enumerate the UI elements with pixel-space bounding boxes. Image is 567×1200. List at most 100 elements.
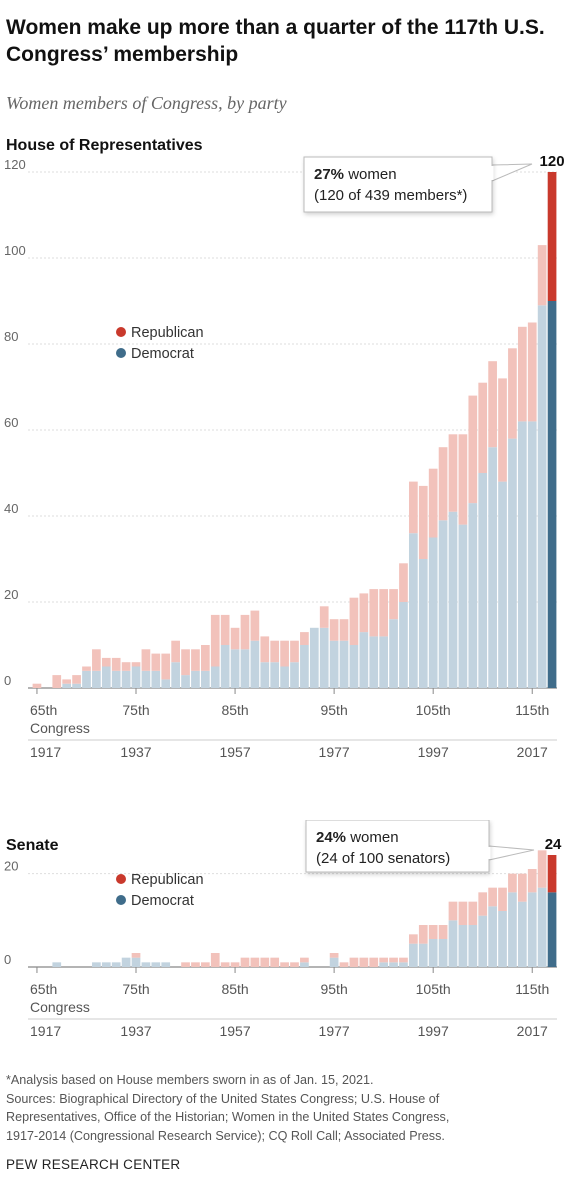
bar-republican-88th	[260, 957, 270, 967]
x-tick-sublabel: Congress	[30, 720, 90, 736]
bar-democrat-104th	[418, 943, 428, 967]
y-tick-label: 0	[4, 952, 11, 967]
bar-democrat-90th	[280, 666, 289, 688]
callout-line-2: (24 of 100 senators)	[316, 850, 450, 867]
bar-democrat-117th	[547, 301, 557, 688]
bar-republican-91st	[290, 640, 299, 663]
bar-democrat-78th	[161, 962, 171, 967]
callout-joint	[487, 847, 491, 859]
bar-republican-85th	[230, 627, 240, 650]
bar-democrat-93rd	[309, 627, 319, 688]
bar-democrat-76th	[141, 670, 151, 688]
bar-republican-104th	[418, 925, 428, 944]
x-year-label: 1977	[319, 1023, 350, 1039]
bar-democrat-110th	[478, 915, 488, 967]
bar-republican-102nd	[399, 563, 408, 602]
x-year-label: 1937	[120, 1023, 151, 1039]
bar-republican-82nd	[200, 962, 210, 967]
bar-democrat-102nd	[399, 962, 408, 967]
bar-democrat-106th	[438, 939, 448, 967]
bar-republican-90th	[280, 962, 289, 967]
legend-marker-republican	[116, 327, 126, 337]
chart-subtitle: Women members of Congress, by party	[6, 93, 287, 113]
bar-democrat-69th	[72, 683, 81, 688]
bar-republican-71st	[92, 649, 101, 671]
bar-democrat-77th	[151, 962, 161, 967]
bar-republican-103rd	[409, 934, 418, 944]
bar-republican-81st	[191, 962, 200, 967]
bar-democrat-67th	[52, 962, 62, 967]
bar-democrat-103rd	[409, 943, 418, 967]
bar-republican-79th	[171, 640, 180, 663]
bar-democrat-108th	[458, 925, 468, 967]
bar-republican-111th	[488, 361, 497, 448]
bar-democrat-97th	[349, 645, 359, 688]
bar-democrat-100th	[379, 636, 389, 688]
bar-democrat-87th	[250, 640, 260, 688]
bar-republican-108th	[458, 901, 468, 925]
x-tick-label: 65th	[30, 981, 57, 997]
bar-republican-94th	[319, 606, 329, 628]
bar-republican-100th	[379, 589, 389, 637]
bar-republican-114th	[517, 326, 527, 422]
bar-republican-86th	[240, 957, 250, 967]
bar-republican-116th	[537, 245, 547, 306]
bar-democrat-68th	[62, 683, 72, 688]
bar-democrat-70th	[82, 670, 91, 688]
bar-democrat-96th	[339, 640, 349, 688]
callout-percent: 27%	[314, 166, 344, 183]
bar-democrat-76th	[141, 962, 151, 967]
footnote: *Analysis based on House members sworn i…	[6, 1071, 561, 1145]
x-tick-label: 65th	[30, 702, 57, 718]
bar-democrat-74th	[121, 957, 131, 967]
legend-label-democrat: Democrat	[131, 893, 194, 909]
x-tick-label: 75th	[122, 702, 149, 718]
y-tick-label: 20	[4, 587, 18, 602]
bar-democrat-72nd	[101, 666, 111, 688]
x-year-label: 1937	[120, 744, 151, 760]
bar-republican-109th	[468, 901, 478, 925]
bar-democrat-88th	[260, 662, 270, 688]
bar-democrat-107th	[448, 920, 458, 967]
bar-republican-88th	[260, 636, 270, 663]
bar-republican-65th	[32, 683, 42, 688]
bar-republican-99th	[369, 589, 379, 637]
bar-republican-80th	[181, 649, 190, 676]
bar-republican-77th	[151, 653, 161, 671]
bar-democrat-71st	[92, 962, 101, 967]
bar-democrat-101st	[389, 962, 398, 967]
legend-marker-democrat	[116, 895, 126, 905]
bar-democrat-73rd	[111, 962, 121, 967]
bar-democrat-114th	[517, 901, 527, 967]
bar-democrat-82nd	[200, 670, 210, 688]
bar-democrat-110th	[478, 473, 488, 688]
x-year-label: 1997	[418, 744, 449, 760]
callout-line-1: 24% women	[316, 829, 399, 846]
x-tick-label: 115th	[515, 981, 549, 997]
legend-label-republican: Republican	[131, 325, 204, 341]
bar-democrat-112th	[498, 911, 507, 967]
bar-republican-90th	[280, 640, 289, 667]
bar-republican-86th	[240, 614, 250, 650]
bar-republican-87th	[250, 957, 260, 967]
y-tick-label: 120	[4, 157, 26, 172]
bar-republican-82nd	[200, 645, 210, 671]
bar-democrat-85th	[230, 649, 240, 688]
bar-democrat-115th	[527, 892, 537, 967]
end-value-label: 120	[540, 153, 565, 170]
bar-republican-84th	[220, 962, 230, 967]
bar-democrat-115th	[527, 421, 537, 688]
bar-republican-91st	[290, 962, 299, 967]
x-tick-label: 95th	[320, 981, 347, 997]
bar-republican-99th	[369, 957, 379, 967]
bar-republican-68th	[62, 679, 72, 684]
bar-democrat-89th	[270, 662, 280, 688]
senate-panel-title: Senate	[6, 837, 59, 854]
bar-democrat-78th	[161, 679, 171, 688]
x-tick-label: 75th	[122, 981, 149, 997]
bar-democrat-95th	[329, 640, 339, 688]
bar-republican-75th	[131, 662, 141, 667]
y-tick-label: 60	[4, 415, 18, 430]
bar-democrat-83rd	[210, 666, 220, 688]
bar-republican-89th	[270, 957, 280, 967]
